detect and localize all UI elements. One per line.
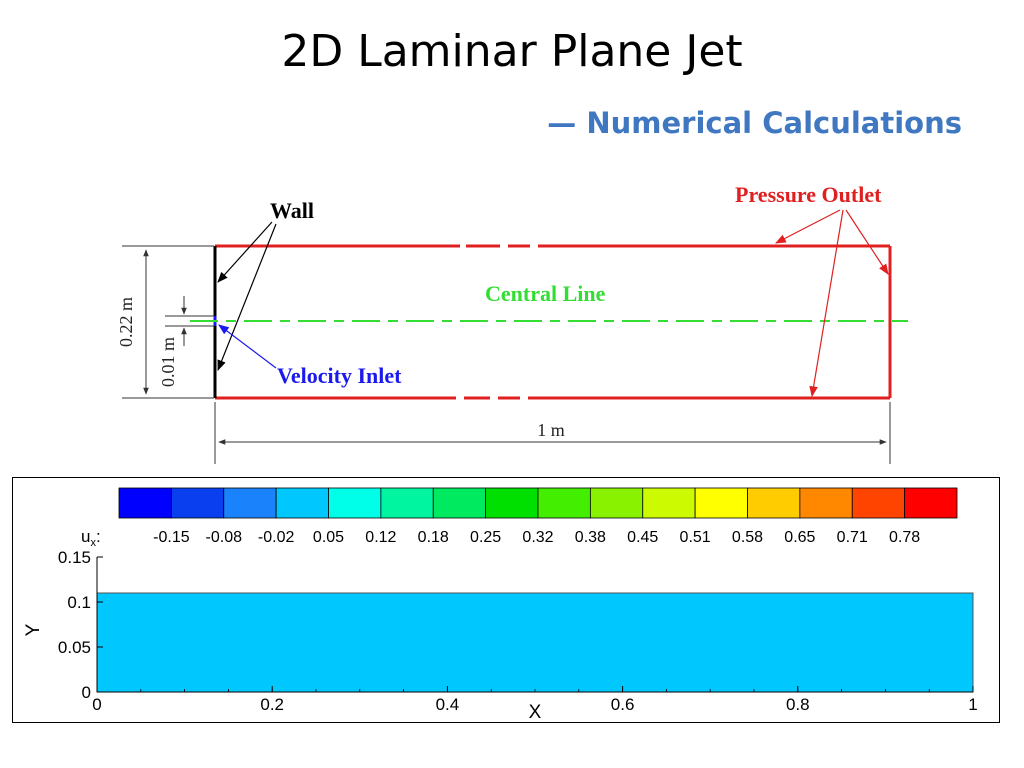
colorbar-cell: [380, 487, 434, 519]
length-dimension: [214, 402, 891, 464]
colorbar-cell: [170, 487, 225, 519]
colorbar-cell: [328, 487, 382, 519]
x-tick-label: 0.6: [611, 695, 635, 714]
colorbar-variable-label: ux:: [81, 527, 101, 549]
height-dimension: [122, 245, 214, 399]
jet-schematic-diagram: 0.22 m 0.01 m 1 m Wall Pressure Outlet C…: [116, 182, 908, 464]
velocity-contour-plot: -0.15 -0.08 -0.02 0.05 0.12 0.18 0.25 0.32 0.38 0…: [23, 487, 978, 722]
colorbar-cell: [904, 487, 958, 519]
colorbar-level-label: 0.78: [889, 529, 920, 546]
pressure-outlet-label: Pressure Outlet: [735, 182, 882, 207]
x-axis-ticks: 0 0.2 0.4 0.6 0.8 1: [92, 686, 978, 714]
colorbar-cell: [851, 487, 906, 519]
contour-plot-frame: -0.15 -0.08 -0.02 0.05 0.12 0.18 0.25 0.32 0.38 0…: [12, 477, 1000, 723]
y-tick-label: 0.1: [67, 593, 91, 612]
wall-label: Wall: [270, 198, 314, 223]
colorbar-cell: [747, 487, 801, 519]
colorbar-level-label: 0.71: [837, 529, 868, 546]
colorbar-level-label: 0.58: [732, 529, 763, 546]
slide-title: 2D Laminar Plane Jet: [281, 26, 743, 77]
x-tick-label: 0.2: [260, 695, 284, 714]
velocity-inlet-label: Velocity Inlet: [277, 363, 402, 388]
colorbar-cell: [118, 487, 172, 519]
colorbar-cell: [223, 487, 277, 519]
colorbar-level-label: 0.32: [522, 529, 553, 546]
x-tick-label: 1: [968, 695, 977, 714]
colorbar-cell: [275, 487, 329, 519]
colorbar-level-label: -0.02: [258, 529, 295, 546]
colorbar-level-label: 0.25: [470, 529, 501, 546]
colorbar-level-label: 0.65: [784, 529, 815, 546]
colorbar-cell: [694, 487, 748, 519]
y-tick-label: 0: [82, 683, 91, 702]
colorbar-level-label: 0.18: [418, 529, 449, 546]
colorbar-cell: [432, 487, 487, 519]
colorbar-level-label: 0.12: [365, 529, 396, 546]
x-tick-label: 0.8: [786, 695, 810, 714]
pressure-outlet-boundary: [215, 244, 892, 400]
velocity-field-region: [96, 592, 974, 693]
inlet-width-dimension-label: 0.01 m: [158, 337, 178, 387]
colorbar-cell: [485, 487, 539, 519]
pressure-outlet-leader-arrows: [775, 209, 889, 398]
velocity-inlet-leader-arrow: [218, 324, 277, 369]
y-axis-ticks: 0 0.05 0.1 0.15: [58, 548, 103, 702]
colorbar: [118, 487, 958, 519]
colorbar-cell: [799, 487, 853, 519]
colorbar-level-label: 0.05: [313, 529, 344, 546]
colorbar-level-label: 0.38: [575, 529, 606, 546]
colorbar-cell: [537, 487, 591, 519]
colorbar-labels: -0.15 -0.08 -0.02 0.05 0.12 0.18 0.25 0.32 0.38 0…: [153, 529, 920, 546]
colorbar-level-label: 0.51: [680, 529, 711, 546]
colorbar-cell: [589, 487, 644, 519]
height-dimension-label: 0.22 m: [116, 297, 136, 347]
colorbar-level-label: -0.08: [206, 529, 243, 546]
y-tick-label: 0.15: [58, 548, 91, 567]
slide-subtitle: — Numerical Calculations: [547, 106, 962, 140]
wall-leader-arrows: [217, 221, 277, 372]
x-axis-label: X: [529, 702, 542, 722]
x-tick-label: 0: [92, 695, 101, 714]
y-tick-label: 0.05: [58, 638, 91, 657]
length-dimension-label: 1 m: [537, 420, 565, 440]
y-axis-label: Y: [23, 623, 44, 636]
x-tick-label: 0.4: [436, 695, 460, 714]
inlet-width-dimension: [165, 296, 214, 346]
colorbar-level-label: 0.45: [627, 529, 658, 546]
central-line-label: Central Line: [485, 281, 606, 306]
colorbar-level-label: -0.15: [153, 529, 190, 546]
colorbar-variable-subscript: x: [90, 537, 96, 549]
colorbar-cell: [642, 487, 696, 519]
